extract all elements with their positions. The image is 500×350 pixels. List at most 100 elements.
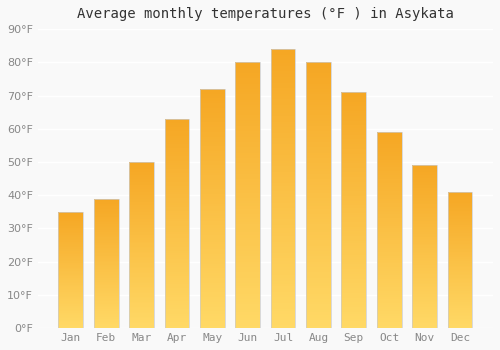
Bar	[164, 142, 190, 144]
Bar	[200, 268, 225, 271]
Bar	[164, 305, 190, 307]
Bar	[58, 304, 84, 305]
Bar	[164, 301, 190, 303]
Bar	[94, 235, 118, 236]
Bar	[164, 125, 190, 127]
Bar	[412, 242, 437, 244]
Bar	[448, 260, 472, 261]
Bar	[306, 76, 331, 78]
Bar	[129, 238, 154, 240]
Bar	[94, 230, 118, 231]
Bar	[236, 315, 260, 317]
Bar	[200, 161, 225, 163]
Bar	[94, 204, 118, 205]
Bar	[342, 260, 366, 262]
Bar	[164, 312, 190, 314]
Bar	[306, 254, 331, 257]
Bar	[58, 319, 84, 320]
Bar	[164, 135, 190, 138]
Bar	[270, 312, 295, 314]
Bar	[58, 258, 84, 260]
Bar	[412, 309, 437, 310]
Bar	[270, 147, 295, 149]
Bar	[129, 162, 154, 328]
Bar	[164, 123, 190, 125]
Bar	[270, 303, 295, 306]
Bar	[377, 291, 402, 293]
Bar	[377, 146, 402, 148]
Bar	[236, 267, 260, 270]
Bar	[377, 246, 402, 248]
Bar	[129, 285, 154, 287]
Bar	[270, 113, 295, 116]
Bar	[164, 259, 190, 261]
Bar	[412, 252, 437, 253]
Bar	[200, 216, 225, 218]
Bar	[129, 233, 154, 235]
Bar	[377, 236, 402, 238]
Bar	[129, 242, 154, 244]
Bar	[94, 266, 118, 267]
Bar	[270, 314, 295, 317]
Bar	[342, 187, 366, 189]
Bar	[164, 201, 190, 203]
Bar	[94, 283, 118, 284]
Bar	[412, 282, 437, 284]
Bar	[306, 121, 331, 124]
Bar	[129, 268, 154, 270]
Bar	[94, 313, 118, 314]
Bar	[200, 170, 225, 173]
Bar	[164, 286, 190, 288]
Bar	[58, 241, 84, 242]
Bar	[377, 173, 402, 175]
Bar	[270, 119, 295, 121]
Bar	[200, 197, 225, 199]
Bar	[412, 322, 437, 323]
Bar	[412, 172, 437, 174]
Bar	[94, 318, 118, 319]
Bar	[129, 240, 154, 242]
Bar	[270, 270, 295, 272]
Bar	[200, 273, 225, 275]
Bar	[270, 275, 295, 278]
Bar	[236, 86, 260, 89]
Bar	[58, 273, 84, 275]
Bar	[94, 222, 118, 223]
Bar	[342, 201, 366, 203]
Bar	[377, 205, 402, 206]
Bar	[342, 99, 366, 102]
Bar	[342, 253, 366, 255]
Bar	[94, 319, 118, 320]
Bar	[306, 291, 331, 294]
Bar	[306, 310, 331, 312]
Bar	[164, 131, 190, 133]
Bar	[58, 301, 84, 303]
Bar	[306, 68, 331, 70]
Bar	[236, 73, 260, 76]
Bar	[270, 57, 295, 60]
Bar	[58, 227, 84, 228]
Bar	[58, 248, 84, 249]
Bar	[94, 258, 118, 259]
Bar	[129, 300, 154, 302]
Bar	[94, 253, 118, 254]
Bar	[270, 149, 295, 152]
Bar	[448, 204, 472, 205]
Bar	[94, 261, 118, 262]
Bar	[306, 78, 331, 81]
Bar	[58, 242, 84, 243]
Bar	[306, 283, 331, 286]
Bar	[306, 317, 331, 320]
Bar	[412, 255, 437, 257]
Bar	[377, 316, 402, 319]
Bar	[412, 261, 437, 263]
Bar	[377, 179, 402, 181]
Bar	[200, 235, 225, 237]
Bar	[342, 97, 366, 99]
Bar	[129, 275, 154, 277]
Bar	[306, 243, 331, 246]
Bar	[129, 315, 154, 316]
Bar	[306, 214, 331, 217]
Bar	[342, 170, 366, 173]
Bar	[164, 290, 190, 293]
